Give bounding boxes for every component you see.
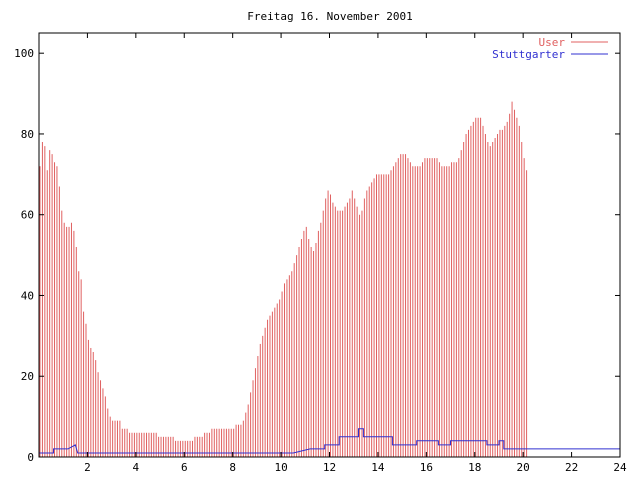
x-tick-label: 10 [274, 461, 287, 474]
plot-frame [38, 32, 621, 458]
x-tick-label: 16 [420, 461, 433, 474]
legend: User Stuttgarter [492, 36, 608, 61]
legend-label-user: User [539, 36, 566, 49]
x-tick-label: 20 [517, 461, 530, 474]
x-tick-label: 14 [371, 461, 385, 474]
y-axis: 0 20 40 60 80 100 [14, 47, 620, 464]
x-tick-label: 12 [323, 461, 336, 474]
stuttgarter-line [39, 428, 620, 454]
x-tick-label: 4 [133, 461, 140, 474]
x-tick-label: 2 [84, 461, 91, 474]
legend-label-stuttgarter: Stuttgarter [492, 48, 565, 61]
y-tick-label: 100 [14, 47, 34, 60]
x-tick-label: 22 [565, 461, 578, 474]
y-tick-label: 0 [27, 451, 34, 464]
y-tick-label: 40 [21, 289, 34, 302]
user-bars [39, 101, 528, 457]
y-tick-label: 60 [21, 209, 34, 222]
x-axis: 2 4 6 8 10 12 14 16 18 20 22 24 [84, 33, 627, 474]
x-tick-label: 18 [468, 461, 481, 474]
x-tick-label: 6 [181, 461, 188, 474]
y-tick-label: 20 [21, 370, 34, 383]
chart-title: Freitag 16. November 2001 [247, 10, 413, 23]
x-tick-label: 8 [229, 461, 236, 474]
y-tick-label: 80 [21, 128, 34, 141]
x-tick-label: 24 [613, 461, 627, 474]
